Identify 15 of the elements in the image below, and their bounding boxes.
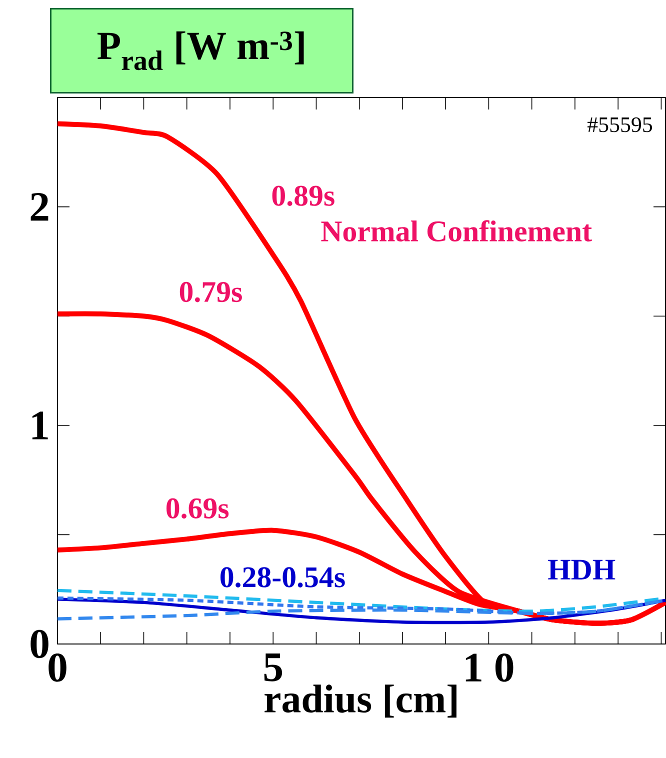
annotation: Normal Confinement xyxy=(321,220,592,242)
x-tick-label: 5 xyxy=(264,654,282,682)
annotation: 0.79s xyxy=(180,282,242,302)
y-tick-label: 2 xyxy=(30,192,48,221)
x-axis-title: radius [cm] xyxy=(264,684,456,718)
annotation: 0.89s xyxy=(272,186,334,206)
annotation: 0.69s xyxy=(166,498,229,519)
x-tick-label: 0 xyxy=(48,654,66,682)
y-axis-title: P$_{rad}$ [W m$^{-3}$] xyxy=(97,31,304,70)
y-tick-label: 0 xyxy=(30,630,48,658)
annotation: 0.28-0.54s xyxy=(220,567,345,588)
y-tick-label: 1 xyxy=(32,412,48,440)
annotation: HDH xyxy=(548,560,616,580)
annotation: #55595 xyxy=(588,117,652,132)
x-tick-label: 1 0 xyxy=(466,654,514,682)
